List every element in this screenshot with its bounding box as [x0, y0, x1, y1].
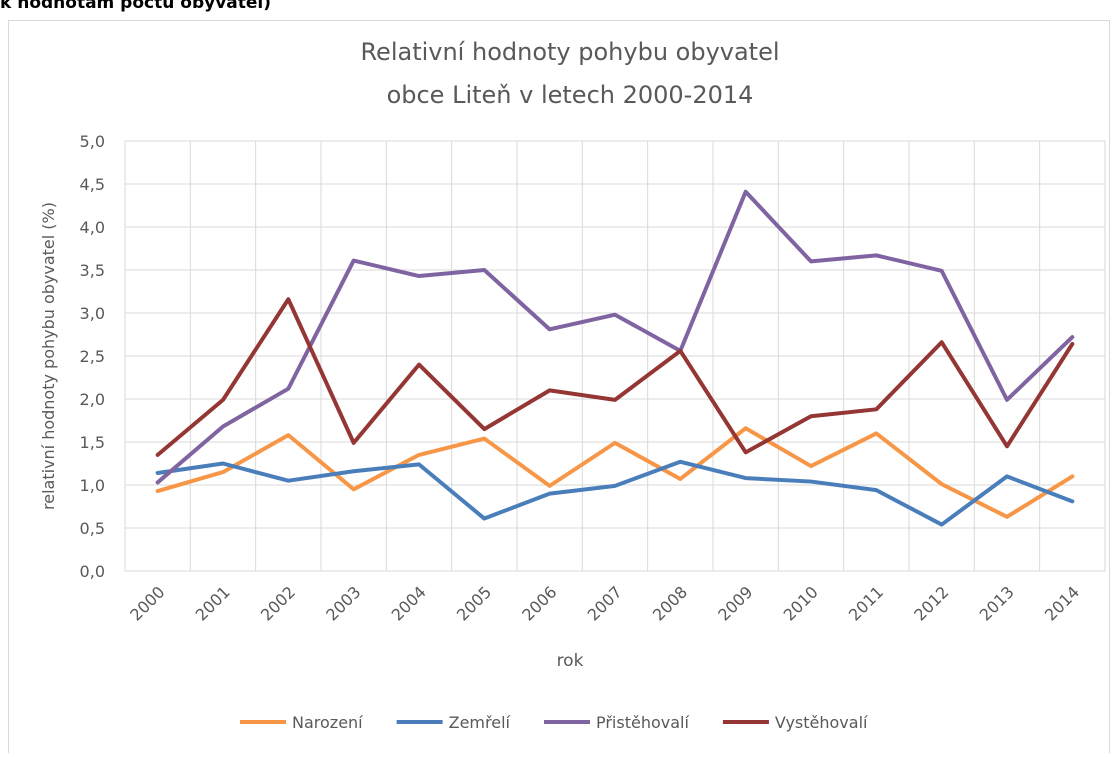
line-series	[155, 426, 1075, 519]
y-tick-label: 0,0	[80, 562, 105, 581]
y-tick-label: 4,0	[80, 218, 105, 237]
y-tick-label: 0,5	[80, 519, 105, 538]
y-tick-label: 3,0	[80, 304, 105, 323]
line-series	[155, 459, 1075, 527]
legend-label: Vystěhovalí	[775, 713, 868, 732]
legend-label: Přistěhovalí	[596, 713, 689, 732]
chart-title: obce Liteň v letech 2000-2014	[387, 81, 754, 109]
y-tick-label: 1,0	[80, 476, 105, 495]
legend-label: Narození	[292, 713, 363, 732]
legend-label: Zemřelí	[449, 713, 511, 732]
y-tick-label: 1,5	[80, 433, 105, 452]
chart-title: Relativní hodnoty pohybu obyvatel	[360, 38, 779, 66]
chart-frame	[8, 20, 1110, 757]
line-series	[155, 297, 1075, 457]
y-tick-label: 2,5	[80, 347, 105, 366]
y-tick-label: 5,0	[80, 132, 105, 151]
caption: k hodnotám počtu obyvatel)	[0, 0, 271, 13]
y-axis-label: relativní hodnoty pohybu obyvatel (%)	[39, 202, 58, 510]
x-axis-label: rok	[557, 651, 584, 671]
y-tick-label: 2,0	[80, 390, 105, 409]
y-tick-label: 3,5	[80, 261, 105, 280]
y-tick-label: 4,5	[80, 175, 105, 194]
